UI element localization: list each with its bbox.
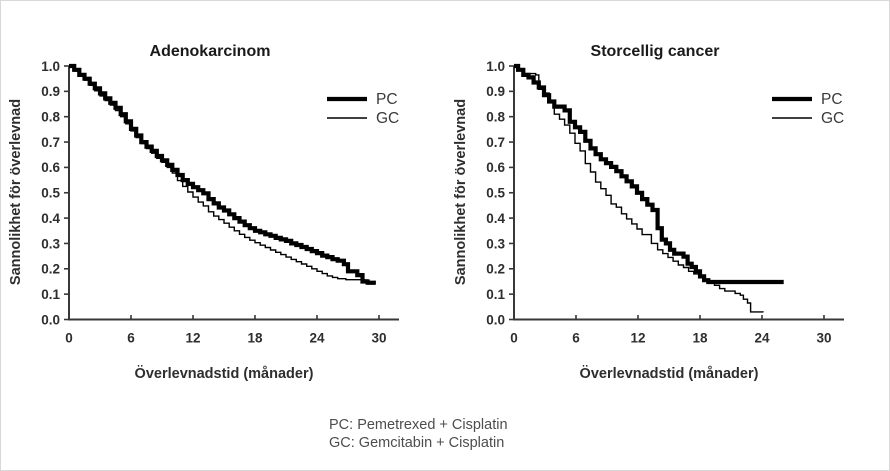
y-tick-label: 0.8 bbox=[41, 110, 60, 125]
legend-label-gc: GC bbox=[376, 110, 399, 127]
y-tick-label: 0.4 bbox=[41, 211, 60, 226]
y-tick-label: 0.0 bbox=[486, 312, 505, 327]
survival-chart: Adenokarcinom 0.0 0.1 0.2 0.3 0.4 0.5 0.6 0.7 0.8… bbox=[8, 43, 399, 382]
y-tick-label: 1.0 bbox=[41, 59, 60, 74]
y-tick-label: 0.7 bbox=[486, 135, 505, 150]
legend-label-pc: PC bbox=[821, 91, 843, 108]
y-tick-label: 0.5 bbox=[41, 186, 60, 201]
y-tick-label: 0.9 bbox=[41, 84, 60, 99]
x-axis-title: Överlevnadstid (månader) bbox=[135, 365, 314, 382]
curve-gc bbox=[69, 65, 375, 285]
y-tick-label: 0.1 bbox=[41, 287, 60, 302]
x-tick-label: 30 bbox=[371, 331, 386, 346]
survival-chart: Storcellig cancer 0.0 0.1 0.2 0.3 0.4 0.5 0.6 0.… bbox=[453, 43, 844, 382]
footnote-gc-definition: GC: Gemcitabin + Cisplatin bbox=[329, 435, 505, 451]
panel-adenokarcinom: Adenokarcinom 0.0 0.1 0.2 0.3 0.4 0.5 0.6 0.7 0.8… bbox=[1, 29, 446, 391]
y-tick-label: 0.2 bbox=[41, 262, 60, 277]
chart-title: Storcellig cancer bbox=[591, 43, 720, 60]
x-axis-title: Överlevnadstid (månader) bbox=[580, 365, 759, 382]
curve-gc bbox=[514, 65, 764, 313]
y-axis-title: Sannolikhet för överlevnad bbox=[8, 99, 24, 285]
y-tick-label: 0.5 bbox=[486, 186, 505, 201]
curve-pc bbox=[514, 63, 784, 285]
y-tick-label: 0.2 bbox=[486, 262, 505, 277]
y-tick-label: 0.1 bbox=[486, 287, 505, 302]
y-tick-label: 0.3 bbox=[41, 236, 60, 251]
x-tick-label: 6 bbox=[127, 331, 135, 346]
x-tick-label: 12 bbox=[630, 331, 645, 346]
y-tick-label: 0.6 bbox=[41, 160, 60, 175]
x-tick-label: 24 bbox=[309, 331, 325, 346]
y-tick-label: 0.8 bbox=[486, 110, 505, 125]
curve-pc bbox=[69, 63, 376, 285]
legend-label-pc: PC bbox=[376, 91, 398, 108]
y-tick-label: 0.7 bbox=[41, 135, 60, 150]
panel-storcellig-cancer: Storcellig cancer 0.0 0.1 0.2 0.3 0.4 0.5 0.6 0.… bbox=[446, 29, 889, 391]
y-tick-label: 0.4 bbox=[486, 211, 505, 226]
y-tick-label: 0.9 bbox=[486, 84, 505, 99]
x-tick-label: 12 bbox=[185, 331, 200, 346]
x-tick-label: 24 bbox=[754, 331, 770, 346]
footnote-pc-definition: PC: Pemetrexed + Cisplatin bbox=[329, 417, 508, 433]
y-tick-label: 0.6 bbox=[486, 160, 505, 175]
x-tick-label: 18 bbox=[247, 331, 263, 346]
x-tick-label: 30 bbox=[816, 331, 831, 346]
legend-footnote: PC: Pemetrexed + Cisplatin GC: Gemcitabi… bbox=[329, 416, 508, 452]
x-tick-label: 18 bbox=[692, 331, 708, 346]
y-tick-label: 0.0 bbox=[41, 312, 60, 327]
y-tick-label: 1.0 bbox=[486, 59, 505, 74]
x-tick-label: 6 bbox=[572, 331, 580, 346]
x-tick-label: 0 bbox=[65, 331, 73, 346]
x-tick-label: 0 bbox=[510, 331, 518, 346]
chart-title: Adenokarcinom bbox=[150, 43, 271, 60]
y-tick-label: 0.3 bbox=[486, 236, 505, 251]
y-axis-title: Sannolikhet för överlevnad bbox=[453, 99, 469, 285]
legend-label-gc: GC bbox=[821, 110, 844, 127]
